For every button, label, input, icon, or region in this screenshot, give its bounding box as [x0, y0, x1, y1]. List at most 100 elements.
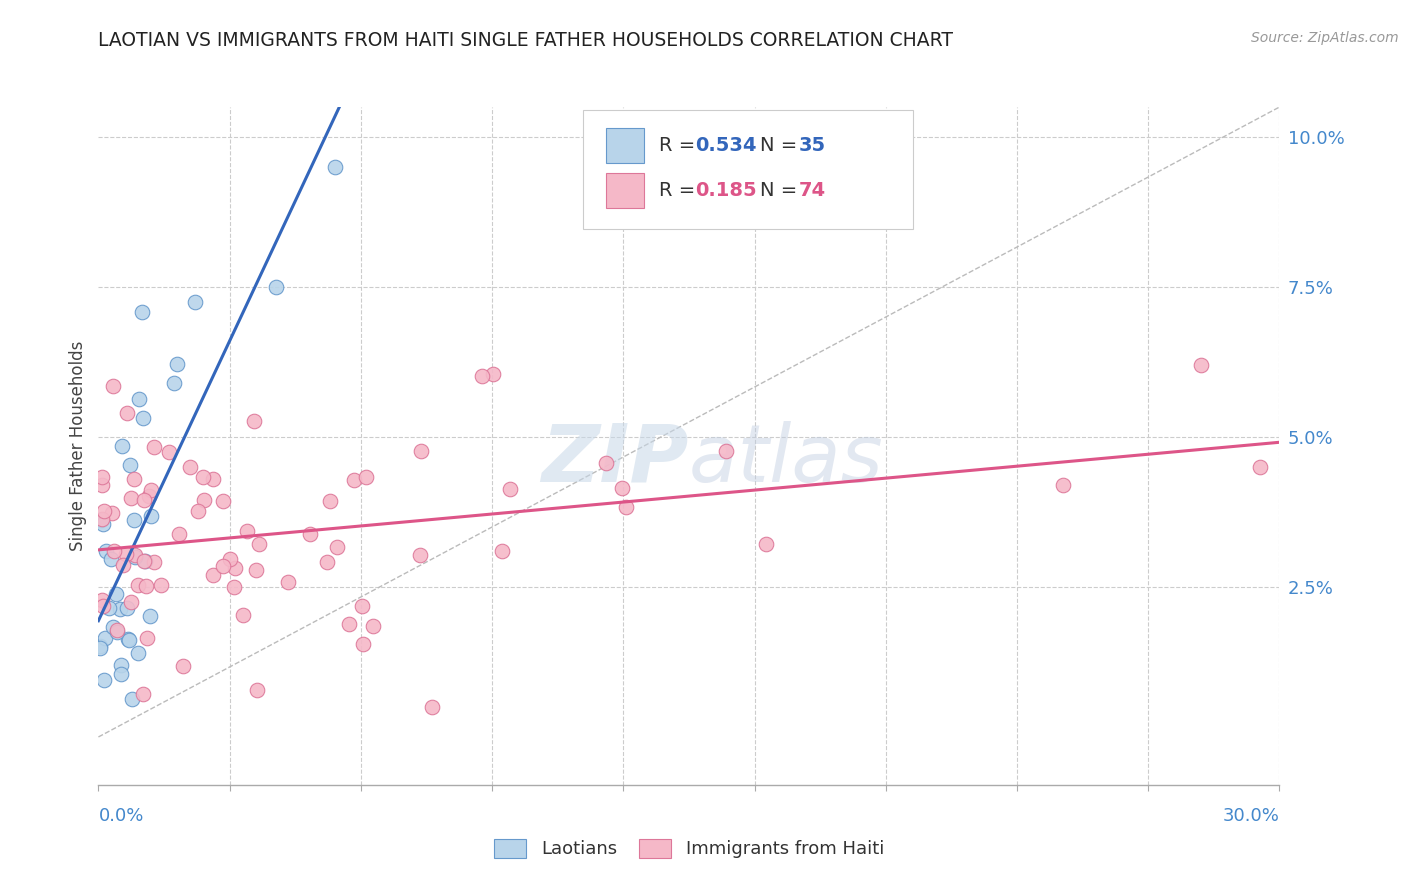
Text: Source: ZipAtlas.com: Source: ZipAtlas.com	[1251, 31, 1399, 45]
Point	[716, 443, 738, 458]
Point	[131, 686, 153, 700]
Point	[212, 493, 235, 508]
Text: ZIP: ZIP	[541, 420, 689, 499]
Point	[103, 544, 125, 558]
Point	[149, 578, 172, 592]
Point	[141, 508, 163, 523]
Point	[105, 587, 128, 601]
Point	[482, 367, 505, 381]
Point	[105, 625, 128, 640]
Point	[89, 640, 111, 654]
Point	[100, 552, 122, 566]
Point	[491, 544, 513, 558]
Point	[117, 601, 139, 615]
Point	[120, 595, 142, 609]
Point	[121, 692, 143, 706]
Point	[319, 493, 342, 508]
Point	[420, 700, 443, 714]
Point	[1189, 358, 1212, 372]
Point	[131, 305, 153, 319]
Point	[224, 561, 246, 575]
Text: 30.0%: 30.0%	[1223, 807, 1279, 825]
Point	[245, 564, 267, 578]
Point	[134, 554, 156, 568]
Point	[201, 567, 224, 582]
Text: 0.534: 0.534	[695, 136, 756, 155]
Point	[219, 552, 242, 566]
Text: N =: N =	[759, 181, 803, 200]
Text: 0.0%: 0.0%	[98, 807, 143, 825]
Point	[111, 439, 134, 453]
Point	[316, 555, 339, 569]
Point	[118, 458, 141, 472]
Point	[105, 623, 128, 637]
Point	[499, 483, 522, 497]
Point	[610, 481, 633, 495]
Point	[139, 609, 162, 624]
Text: 74: 74	[799, 181, 825, 200]
Point	[91, 516, 114, 531]
Point	[350, 599, 373, 614]
Point	[118, 632, 141, 647]
Point	[409, 444, 432, 458]
Point	[127, 646, 149, 660]
Point	[614, 500, 637, 515]
Point	[91, 599, 114, 613]
FancyBboxPatch shape	[606, 128, 644, 163]
Point	[120, 491, 142, 505]
Point	[142, 440, 165, 454]
Point	[471, 369, 494, 384]
Point	[352, 637, 374, 651]
FancyBboxPatch shape	[582, 111, 914, 229]
Text: atlas: atlas	[689, 420, 884, 499]
Point	[91, 593, 114, 607]
Point	[595, 456, 617, 470]
Point	[94, 631, 117, 645]
Point	[243, 414, 266, 428]
Point	[108, 602, 131, 616]
Point	[343, 473, 366, 487]
Point	[122, 513, 145, 527]
Point	[1249, 460, 1271, 475]
Point	[100, 506, 122, 520]
Point	[1052, 478, 1074, 492]
Point	[232, 608, 254, 623]
Point	[409, 548, 432, 562]
Point	[101, 379, 124, 393]
Text: 35: 35	[799, 136, 825, 155]
Point	[212, 558, 235, 573]
Point	[298, 526, 321, 541]
Point	[91, 512, 114, 526]
Text: LAOTIAN VS IMMIGRANTS FROM HAITI SINGLE FATHER HOUSEHOLDS CORRELATION CHART: LAOTIAN VS IMMIGRANTS FROM HAITI SINGLE …	[98, 31, 953, 50]
Text: N =: N =	[759, 136, 803, 155]
Point	[247, 537, 270, 551]
Point	[323, 160, 346, 174]
Point	[127, 578, 149, 592]
Legend: Laotians, Immigrants from Haiti: Laotians, Immigrants from Haiti	[485, 830, 893, 867]
Point	[124, 548, 146, 562]
Point	[246, 683, 269, 698]
Point	[93, 673, 115, 687]
Point	[163, 376, 186, 390]
Point	[755, 537, 778, 551]
Point	[110, 657, 132, 672]
Point	[184, 295, 207, 310]
Point	[157, 444, 180, 458]
Point	[138, 489, 160, 503]
Point	[124, 550, 146, 565]
Point	[142, 555, 165, 569]
Point	[132, 493, 155, 508]
Point	[115, 406, 138, 420]
Text: R =: R =	[659, 136, 702, 155]
Point	[136, 631, 159, 645]
Text: 0.185: 0.185	[695, 181, 756, 200]
Point	[277, 575, 299, 590]
Point	[167, 526, 190, 541]
Point	[172, 659, 194, 673]
Point	[128, 392, 150, 406]
Point	[111, 558, 134, 572]
Point	[134, 553, 156, 567]
Point	[98, 600, 121, 615]
Point	[354, 470, 377, 484]
Point	[124, 472, 146, 486]
